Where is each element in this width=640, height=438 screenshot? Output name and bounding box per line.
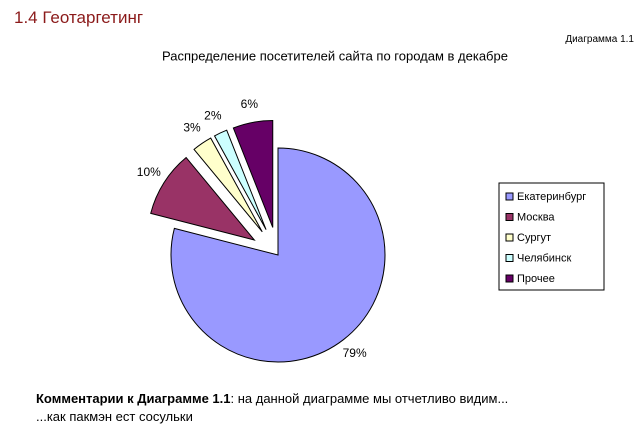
pie-slice [213,129,267,230]
legend-swatch [505,254,514,262]
data-label: 79% [343,346,367,360]
data-label: 3% [183,121,201,135]
pie-slice [170,147,386,363]
pie-slice [150,156,256,241]
legend-box [498,182,605,291]
comment-text: : на данной диаграмме мы отчетливо видим… [230,391,509,406]
legend-label: Сургут [517,232,551,244]
legend-swatch [505,192,514,201]
data-label: 2% [204,109,222,123]
chart-title: Распределение посетителей сайта по город… [162,48,508,63]
diagram-label: Диаграмма 1.1 [565,34,634,45]
legend-label: Москва [517,211,555,223]
section-title: 1.4 Геотаргетинг [14,8,144,27]
data-label: 6% [241,97,259,111]
legend-label: Прочее [517,273,555,285]
comment: Комментарии к Диаграмме 1.1: на данной д… [36,390,508,426]
pie-slice [193,137,263,233]
pie-slice [232,119,274,228]
legend-label: Челябинск [517,252,571,264]
legend-swatch [505,213,514,221]
comment-label: Комментарии к Диаграмме 1.1 [36,391,231,406]
legend-swatch [505,233,514,242]
legend-swatch [505,274,514,283]
comment-line: ...как пакмэн ест сосульки [36,409,193,424]
data-label: 10% [137,165,161,179]
legend-label: Екатеринбург [517,191,586,203]
